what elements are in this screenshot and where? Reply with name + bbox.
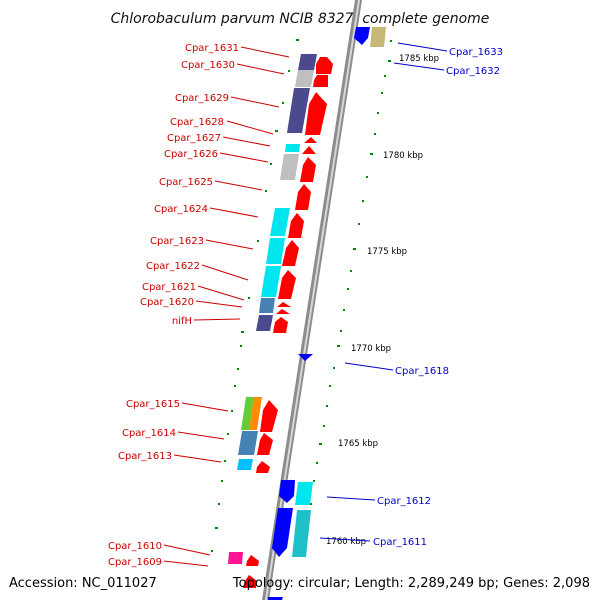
gene-arrow-cpar-1609 <box>243 575 257 588</box>
cog-box-cpar-1612 <box>295 482 313 505</box>
kbp-label-1760: 1760 kbp <box>326 537 366 547</box>
kbp-label-1770: 1770 kbp <box>351 344 391 354</box>
gene-arrow-cpar-1613 <box>256 461 270 473</box>
gene-arrow-cpar-1615 <box>260 400 278 432</box>
cog-box-cpar-1631 <box>298 54 317 70</box>
cog-box-cpar-1621 <box>259 298 275 313</box>
gene-arrow-cpar-1623 <box>282 240 299 266</box>
right-leader-lines <box>319 42 448 542</box>
gene-arrow-cpar-1622 <box>278 270 296 299</box>
gene-arrow-cpar-1618 <box>298 354 313 361</box>
kbp-label-1765: 1765 kbp <box>338 439 378 449</box>
cog-box-cpar-1613 <box>237 459 253 470</box>
cog-box-cpar-1610 <box>228 552 243 564</box>
gene-label-cpar-1611[interactable]: Cpar_1611 <box>373 537 427 548</box>
gene-arrow-cpar-1630 <box>313 75 328 87</box>
kbp-label-1785: 1785 kbp <box>399 54 439 64</box>
gene-label-cpar-1623[interactable]: Cpar_1623 <box>150 236 204 247</box>
gene-label-cpar-1620[interactable]: Cpar_1620 <box>140 297 194 308</box>
left-leader-lines <box>163 46 290 567</box>
gene-label-cpar-1633[interactable]: Cpar_1633 <box>449 47 503 58</box>
cog-box-cpar-1624 <box>270 208 290 236</box>
accession-text: Accession: NC_011027 <box>9 576 157 591</box>
cog-box-nifh <box>256 315 273 331</box>
gene-arrow-cpar-1610 <box>246 555 259 566</box>
gene-label-cpar-1627[interactable]: Cpar_1627 <box>167 133 221 144</box>
cog-box-cpar-1614 <box>238 431 258 455</box>
genome-info-text: Topology: circular; Length: 2,289,249 bp… <box>232 576 590 591</box>
gene-label-cpar-1614[interactable]: Cpar_1614 <box>122 428 176 439</box>
gene-label-nifh[interactable]: nifH <box>172 316 192 327</box>
gene-label-cpar-1625[interactable]: Cpar_1625 <box>159 177 213 188</box>
gene-arrow-nifh <box>273 317 288 333</box>
gene-arrow-cpar-1632-partial <box>268 597 283 600</box>
gene-label-cpar-1621[interactable]: Cpar_1621 <box>142 282 196 293</box>
gene-arrow-cpar-1611 <box>272 508 293 557</box>
cog-box-cpar-1615b <box>249 397 262 430</box>
gene-arrow-cpar-1628 <box>304 137 317 143</box>
cog-box-cpar-1626 <box>280 154 299 180</box>
gene-arrow-cpar-1629 <box>305 92 327 135</box>
cog-box-cpar-1630 <box>295 70 314 87</box>
map-title: Chlorobaculum parvum NCIB 8327, complete… <box>111 11 490 27</box>
kbp-label-1780: 1780 kbp <box>383 151 423 161</box>
gene-arrow-cpar-1612 <box>279 480 295 503</box>
gene-arrow-cpar-1627 <box>302 146 316 154</box>
genome-backbone-highlight <box>265 0 360 600</box>
gene-arrow-cpar-1621 <box>277 302 291 307</box>
gene-label-cpar-1631[interactable]: Cpar_1631 <box>185 43 239 54</box>
gene-label-cpar-1610[interactable]: Cpar_1610 <box>108 541 162 552</box>
cog-box-cpar-1627 <box>285 144 300 152</box>
left-cog-boxes <box>228 54 317 564</box>
cog-box-cpar-1629 <box>287 88 310 133</box>
gene-label-cpar-1613[interactable]: Cpar_1613 <box>118 451 172 462</box>
gene-arrow-cpar-1614 <box>257 433 273 455</box>
gene-arrow-cpar-1620 <box>276 309 290 314</box>
cog-box-cpar-1633 <box>370 27 386 47</box>
cog-box-cpar-1611 <box>292 510 311 557</box>
gene-label-cpar-1626[interactable]: Cpar_1626 <box>164 149 218 160</box>
gene-label-cpar-1628[interactable]: Cpar_1628 <box>170 117 224 128</box>
gene-label-cpar-1632[interactable]: Cpar_1632 <box>446 66 500 77</box>
gene-label-cpar-1629[interactable]: Cpar_1629 <box>175 93 229 104</box>
gene-label-cpar-1630[interactable]: Cpar_1630 <box>181 60 235 71</box>
gene-arrow-cpar-1631 <box>316 57 333 74</box>
gene-label-cpar-1624[interactable]: Cpar_1624 <box>154 204 208 215</box>
gene-arrow-cpar-1626 <box>300 157 316 182</box>
reverse-gene-arrows[interactable] <box>268 27 386 600</box>
gene-label-cpar-1615[interactable]: Cpar_1615 <box>126 399 180 410</box>
kbp-label-1775: 1775 kbp <box>367 247 407 257</box>
gene-label-cpar-1612[interactable]: Cpar_1612 <box>377 496 431 507</box>
cog-box-cpar-1622 <box>261 266 281 297</box>
forward-gene-arrows[interactable] <box>243 57 333 588</box>
gene-label-cpar-1609[interactable]: Cpar_1609 <box>108 557 162 568</box>
gene-arrow-cpar-1633 <box>354 27 370 45</box>
gene-arrow-cpar-1625 <box>295 184 311 210</box>
cog-box-cpar-1623 <box>266 238 285 264</box>
inner-left-ticks <box>211 39 299 552</box>
cog-box-cpar-1615 <box>241 397 254 430</box>
gene-label-cpar-1618[interactable]: Cpar_1618 <box>395 366 449 377</box>
gene-arrow-cpar-1624 <box>288 213 304 238</box>
gene-label-cpar-1622[interactable]: Cpar_1622 <box>146 261 200 272</box>
